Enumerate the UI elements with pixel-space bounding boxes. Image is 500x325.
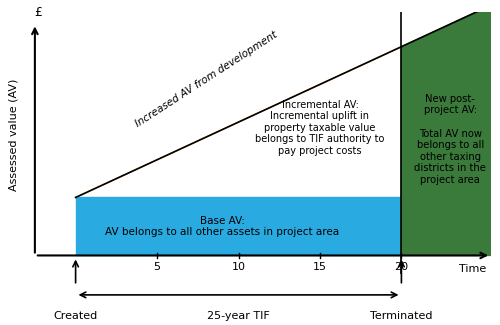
Text: Base AV:
AV belongs to all other assets in project area: Base AV: AV belongs to all other assets … bbox=[105, 216, 340, 237]
Text: 15: 15 bbox=[313, 262, 327, 272]
Polygon shape bbox=[402, 5, 491, 255]
Text: Increased AV from development: Increased AV from development bbox=[133, 30, 279, 129]
Text: 20: 20 bbox=[394, 262, 408, 272]
Text: 5: 5 bbox=[154, 262, 160, 272]
Text: Time: Time bbox=[459, 264, 486, 274]
Text: Assessed value (AV): Assessed value (AV) bbox=[8, 79, 18, 191]
Text: 10: 10 bbox=[232, 262, 245, 272]
Text: 25-year TIF: 25-year TIF bbox=[207, 311, 270, 321]
Polygon shape bbox=[76, 47, 402, 198]
Text: Created: Created bbox=[54, 311, 98, 321]
Text: Terminated: Terminated bbox=[370, 311, 432, 321]
Text: New post-
project AV:

Total AV now
belongs to all
other taxing
districts in the: New post- project AV: Total AV now belon… bbox=[414, 94, 486, 185]
Text: £: £ bbox=[34, 6, 42, 19]
Text: Incremental AV:
Incremental uplift in
property taxable value
belongs to TIF auth: Incremental AV: Incremental uplift in pr… bbox=[256, 100, 384, 156]
